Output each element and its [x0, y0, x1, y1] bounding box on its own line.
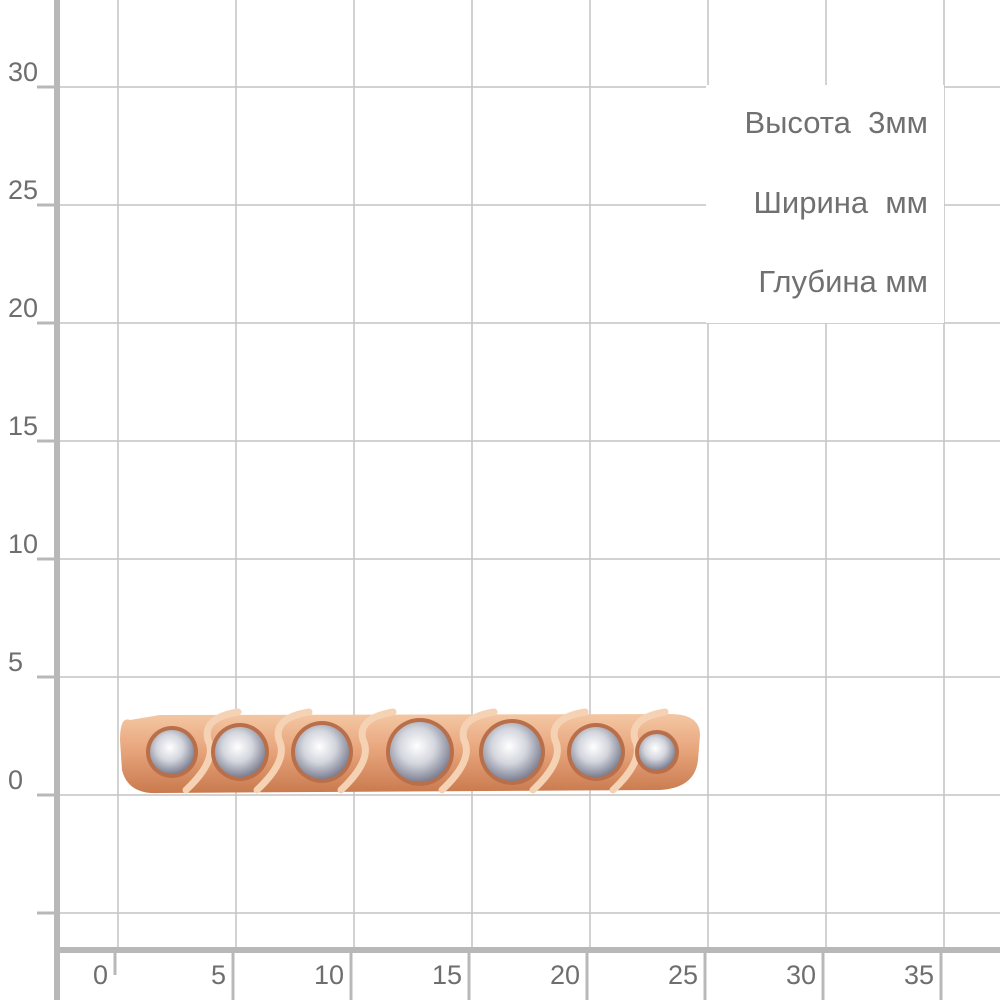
dimensions-panel: Высота 3мм Ширина мм Глубина мм: [706, 85, 944, 323]
x-tick-label: 10: [313, 960, 344, 990]
diamond-stone: [150, 730, 194, 774]
ring-swirl: [182, 708, 242, 794]
diamond-stone: [639, 734, 675, 770]
x-tick-label: 0: [92, 960, 108, 990]
height-label: Высота 3мм: [744, 105, 928, 140]
y-tick-label: 20: [8, 293, 39, 323]
diamond-stone: [295, 725, 349, 779]
x-tick-label: 15: [431, 960, 462, 990]
x-tick-label: 5: [210, 960, 226, 990]
ring-swirl: [438, 708, 498, 794]
x-tick-label: 30: [785, 960, 816, 990]
x-tick-label: 20: [549, 960, 580, 990]
ring-swirl: [529, 708, 589, 794]
ring-swirl: [337, 708, 397, 794]
y-tick-label: 5: [8, 647, 24, 677]
y-tick-label: 25: [8, 175, 39, 205]
y-tick-label: 10: [8, 529, 39, 559]
y-tick-label: 15: [8, 411, 39, 441]
x-tick-label: 25: [667, 960, 698, 990]
width-label: Ширина мм: [753, 185, 929, 220]
ring-swirl: [609, 708, 669, 794]
y-tick-label: 30: [8, 57, 39, 87]
y-tick-label: 0: [8, 765, 24, 795]
diamond-stone: [215, 727, 265, 777]
diamond-stone: [483, 723, 541, 781]
x-tick-label: 35: [903, 960, 934, 990]
diamond-stone: [571, 727, 621, 777]
ring-swirl: [253, 708, 313, 794]
diamond-stone: [390, 722, 450, 782]
depth-label: Глубина мм: [758, 264, 928, 299]
